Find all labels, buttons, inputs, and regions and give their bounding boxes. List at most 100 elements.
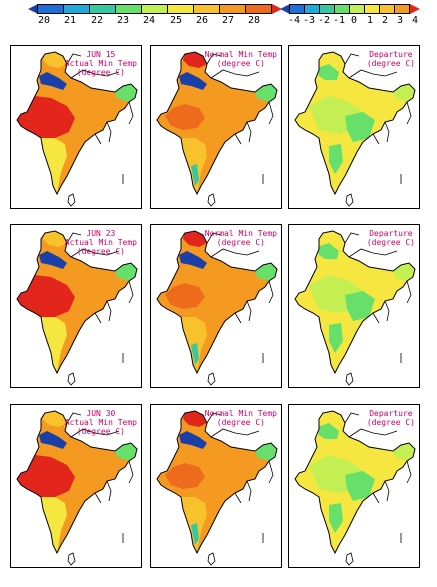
border-line [206, 412, 222, 424]
map-label-line: Actual Min Temp [64, 418, 137, 427]
country-outline [156, 230, 278, 375]
tick-label: 26 [195, 15, 209, 26]
border-line [128, 280, 134, 304]
india-map [294, 410, 416, 566]
temperature-region [43, 411, 67, 427]
country-outline [16, 230, 138, 375]
temperature-region [183, 231, 207, 247]
map-label-line: (degree C) [216, 418, 265, 427]
colorbar-segment [167, 4, 194, 14]
temperature-region [329, 503, 343, 533]
border-line [268, 460, 274, 484]
temperature-region [17, 96, 75, 138]
map-label-line: JUN 23 [86, 229, 116, 238]
tick-label: 20 [37, 15, 51, 26]
border-line [206, 53, 222, 65]
temperature-region [345, 112, 375, 142]
border-line [372, 312, 380, 324]
map-label-line: (degree C) [366, 238, 415, 247]
border-line [246, 121, 252, 143]
country-outline [156, 410, 278, 555]
tick-label: 25 [169, 15, 183, 26]
temperature-region [191, 343, 199, 365]
colorbar-segment [193, 4, 220, 14]
temperature-region [39, 251, 67, 269]
temperature-region [329, 323, 343, 353]
country-outline [294, 410, 416, 555]
border-line [406, 280, 412, 304]
tick-label: -4 [287, 15, 301, 26]
border-line [210, 69, 260, 79]
map-label-line: Departure [369, 409, 413, 418]
tick-label: 28 [247, 15, 261, 26]
temperature-colorbar [28, 4, 282, 14]
border-line [234, 492, 242, 504]
map-label-line: Actual Min Temp [64, 59, 137, 68]
border-line [106, 480, 112, 502]
border-line [128, 460, 134, 484]
temperature-region [317, 423, 339, 439]
temperature-region [17, 275, 75, 317]
border-line [210, 428, 260, 438]
map-label-line: Departure [369, 229, 413, 238]
colorbar-segment [289, 4, 305, 14]
temperature-region [191, 523, 199, 545]
tick-label: 23 [116, 15, 130, 26]
country-outline [16, 51, 138, 196]
border-line [348, 248, 398, 258]
border-line [344, 232, 360, 244]
tick-label: -2 [317, 15, 331, 26]
temperature-region [183, 52, 207, 68]
map-label: Normal Min Temp (degree C) [205, 229, 277, 247]
colorbar-segment [89, 4, 116, 14]
temperature-region [179, 431, 207, 449]
map-label: Normal Min Temp (degree C) [205, 50, 277, 68]
sri-lanka-outline [345, 193, 354, 207]
sri-lanka-outline [345, 372, 354, 386]
map-panel-actual: JUN 15 Actual Min Temp (degree C) [10, 45, 142, 209]
sri-lanka-outline [207, 552, 216, 566]
colorbar-segment [304, 4, 320, 14]
map-label: JUN 30 Actual Min Temp (degree C) [65, 409, 137, 436]
border-line [344, 412, 360, 424]
temperature-region [41, 138, 67, 194]
temperature-region [179, 251, 207, 269]
temperature-region [17, 455, 75, 497]
map-label-line: (degree C) [366, 418, 415, 427]
map-label-line: (degree C) [76, 427, 125, 436]
border-line [94, 312, 102, 324]
map-label: Departure (degree C) [367, 229, 415, 247]
map-label-line: (degree C) [76, 68, 125, 77]
country-outline [294, 230, 416, 375]
tick-label: 22 [90, 15, 104, 26]
colorbar-right-arrow [410, 4, 420, 14]
india-map [294, 51, 416, 207]
departure-colorbar-ticks: -4 -3 -2 -1 0 1 2 3 4 [287, 15, 430, 29]
map-label-line: Normal Min Temp [204, 50, 277, 59]
map-label-line: Normal Min Temp [204, 409, 277, 418]
temperature-region [43, 231, 67, 247]
map-panel-normal: Normal Min Temp (degree C) [150, 45, 282, 209]
border-line [348, 428, 398, 438]
colorbar-left-arrow [28, 4, 38, 14]
colorbar-segment [115, 4, 142, 14]
map-label-line: Departure [369, 50, 413, 59]
tick-label: 4 [411, 15, 419, 26]
temperature-region [317, 64, 339, 80]
map-label-line: (degree C) [76, 247, 125, 256]
border-line [372, 492, 380, 504]
map-label-line: (degree C) [216, 238, 265, 247]
sri-lanka-outline [67, 552, 76, 566]
colorbar-segment [219, 4, 246, 14]
temperature-region [179, 72, 207, 90]
map-panel-normal: Normal Min Temp (degree C) [150, 224, 282, 388]
border-line [66, 53, 82, 65]
colorbar-segment [349, 4, 365, 14]
india-map [16, 410, 138, 566]
border-line [384, 121, 390, 143]
border-line [348, 69, 398, 79]
map-panel-actual: JUN 23 Actual Min Temp (degree C) [10, 224, 142, 388]
tick-label: -1 [332, 15, 346, 26]
border-line [94, 492, 102, 504]
temperature-region [345, 471, 375, 501]
